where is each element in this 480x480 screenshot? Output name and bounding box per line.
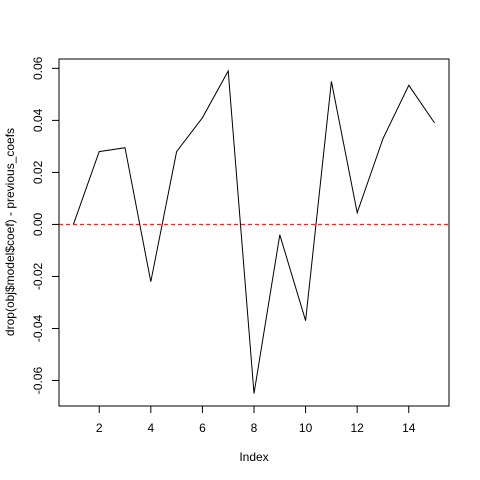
x-tick-label: 6 [199, 421, 206, 435]
y-tick-label: 0.00 [31, 212, 45, 236]
y-axis: -0.06 -0.04 -0.02 0.00 0.02 0.04 0.06 [31, 56, 59, 394]
y-tick-label: 0.04 [31, 108, 45, 132]
x-tick-label: 2 [96, 421, 103, 435]
series-line [72, 69, 436, 394]
y-axis-title: drop(obj$model$coef) - previous_coefs [3, 128, 17, 336]
x-tick-label: 8 [251, 421, 258, 435]
y-tick-label: -0.06 [31, 367, 45, 395]
x-tick-label: 10 [299, 421, 313, 435]
y-tick-label: 0.06 [31, 56, 45, 80]
y-tick-label: -0.02 [31, 262, 45, 290]
plot-frame [58, 58, 450, 407]
y-tick-label: -0.04 [31, 314, 45, 342]
x-axis: 2 4 6 8 10 12 14 [96, 406, 416, 435]
y-tick-label: 0.02 [31, 160, 45, 184]
x-tick-label: 4 [147, 421, 154, 435]
x-tick-label: 14 [402, 421, 416, 435]
x-tick-label: 12 [350, 421, 364, 435]
x-axis-title: Index [239, 450, 268, 464]
